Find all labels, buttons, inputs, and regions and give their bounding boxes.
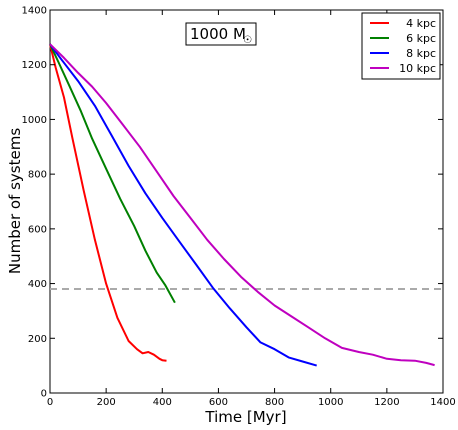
y-tick-label: 800: [28, 170, 47, 181]
legend-label-4-kpc: 4 kpc: [406, 17, 436, 30]
x-tick-label: 600: [209, 397, 228, 408]
y-tick-label: 600: [28, 224, 47, 235]
x-tick-label: 0: [47, 397, 53, 408]
y-tick-label: 1400: [22, 6, 47, 17]
series-line-10-kpc: [49, 43, 435, 367]
plot-frame: [49, 9, 444, 394]
legend: 4 kpc 6 kpc 8 kpc 10 kpc: [361, 12, 441, 80]
series-group: [49, 43, 435, 367]
legend-label-10-kpc: 10 kpc: [399, 62, 436, 75]
y-axis-label: Number of systems: [6, 128, 24, 274]
series-line-6-kpc: [49, 43, 176, 304]
y-tick-label: 0: [41, 389, 47, 400]
x-tick-label: 1000: [318, 397, 343, 408]
y-tick-label: 400: [28, 279, 47, 290]
annotation-text: 1000 M: [190, 25, 246, 43]
x-tick-label: 400: [153, 397, 172, 408]
legend-label-8-kpc: 8 kpc: [406, 47, 436, 60]
y-tick-label: 1000: [22, 115, 47, 126]
x-tick-label: 800: [265, 397, 284, 408]
x-tick-label: 200: [97, 397, 116, 408]
series-line-8-kpc: [49, 43, 317, 367]
series-line-4-kpc: [49, 43, 167, 362]
x-tick-label: 1400: [430, 397, 455, 408]
x-axis-ticks: 0 200 400 600 800 1000 1200 1400: [47, 10, 456, 408]
y-tick-label: 1200: [22, 60, 47, 71]
x-axis-label: Time [Myr]: [204, 408, 286, 426]
x-tick-label: 1200: [374, 397, 399, 408]
legend-label-6-kpc: 6 kpc: [406, 32, 436, 45]
y-axis-ticks: 0 200 400 600 800 1000 1200 1400: [22, 6, 443, 400]
sun-symbol: ☉: [243, 35, 252, 46]
annotation-box: 1000 M ☉: [185, 22, 257, 46]
y-tick-label: 200: [28, 334, 47, 345]
